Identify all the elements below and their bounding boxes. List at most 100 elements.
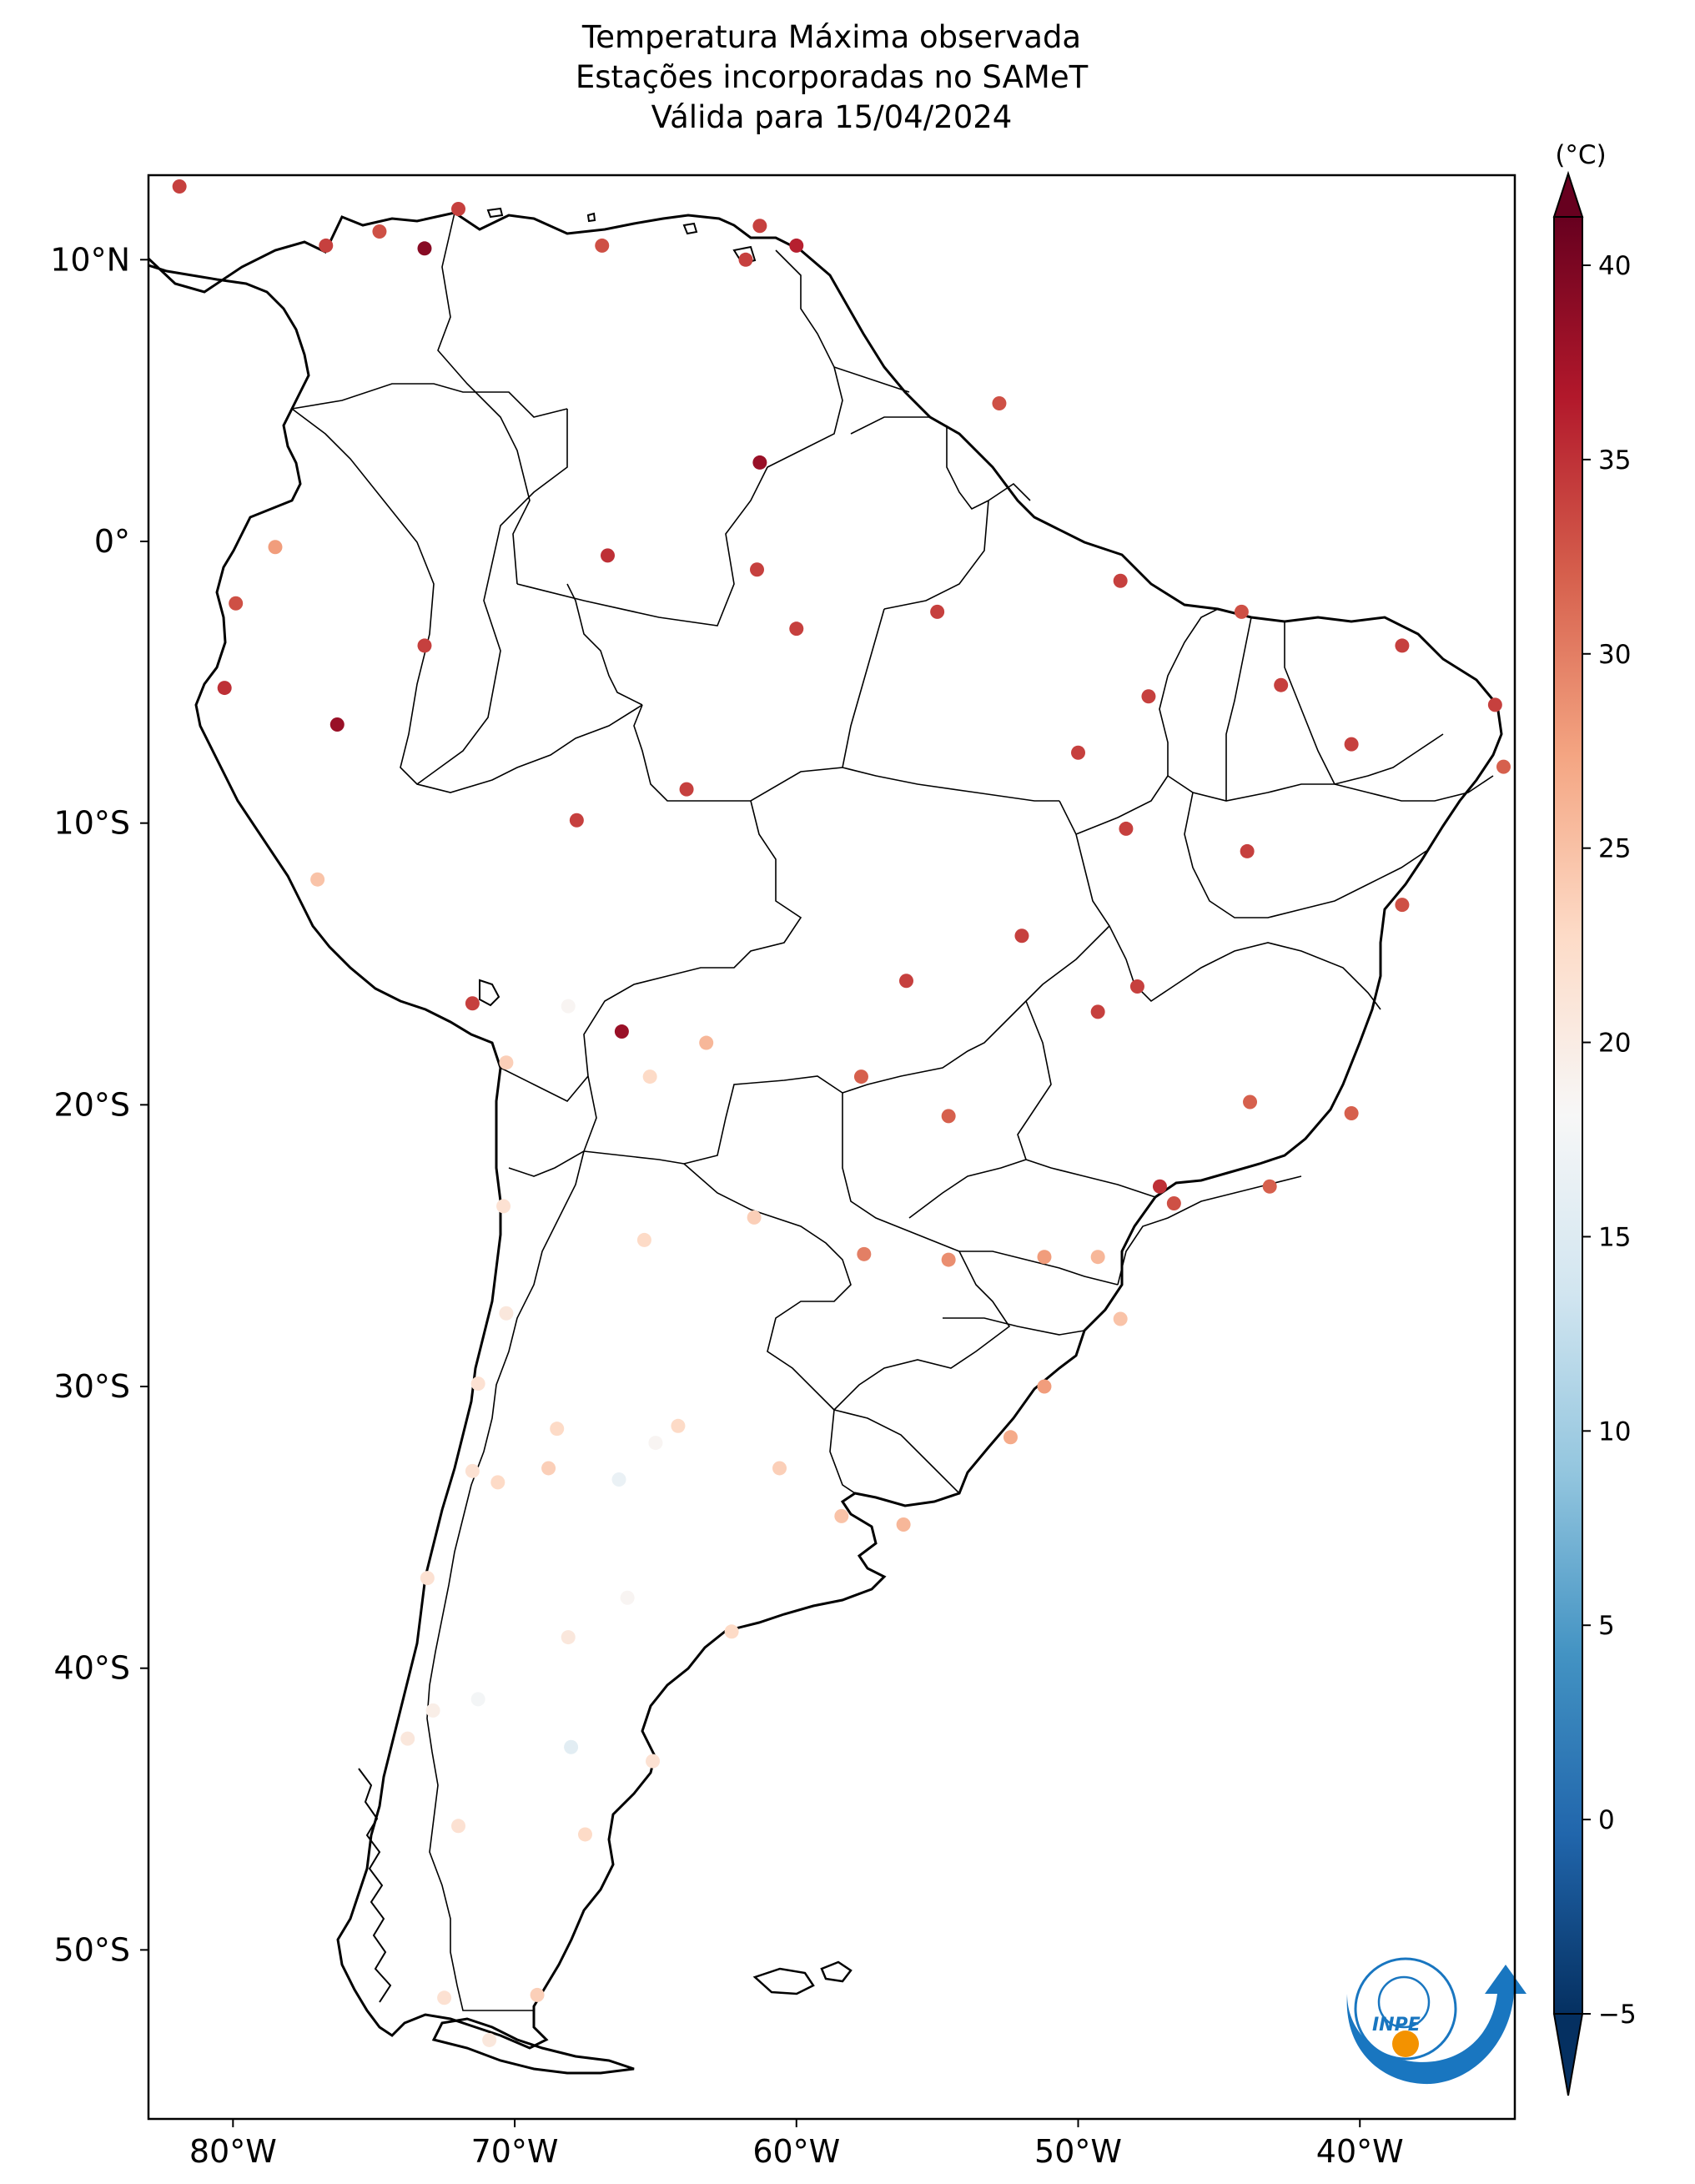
station-marker bbox=[747, 1210, 762, 1225]
longitude-tick-label: 80°W bbox=[189, 2133, 277, 2170]
station-marker bbox=[671, 1418, 686, 1433]
station-marker bbox=[620, 1590, 635, 1605]
station-marker bbox=[451, 202, 466, 217]
station-marker bbox=[853, 1069, 868, 1084]
station-marker bbox=[679, 782, 694, 797]
station-marker bbox=[530, 1987, 545, 2002]
station-marker bbox=[601, 548, 616, 563]
station-marker bbox=[329, 717, 345, 732]
station-marker bbox=[898, 974, 913, 989]
station-marker bbox=[941, 1109, 956, 1124]
station-marker bbox=[425, 1703, 440, 1718]
station-marker bbox=[752, 219, 767, 234]
station-marker bbox=[561, 1630, 576, 1645]
colorbar-tick-label: −5 bbox=[1598, 2000, 1637, 2030]
station-marker bbox=[372, 224, 387, 239]
station-marker bbox=[400, 1731, 415, 1746]
colorbar-ticks: 40 35 30 25 20 15 10 5 0 −5 bbox=[1582, 251, 1637, 2030]
station-marker bbox=[1395, 638, 1410, 653]
station-marker bbox=[451, 1819, 466, 1834]
latitude-tick-label: 40°S bbox=[54, 1650, 130, 1687]
station-marker bbox=[1234, 604, 1249, 619]
longitude-ticks: 80°W 70°W 60°W 50°W 40°W bbox=[189, 2119, 1404, 2170]
station-marker bbox=[595, 238, 610, 253]
station-marker bbox=[1240, 843, 1255, 858]
colorbar-unit-label: (°C) bbox=[1555, 140, 1606, 170]
station-marker bbox=[1496, 759, 1511, 774]
inpe-logo-inner-ring bbox=[1377, 1975, 1431, 2029]
station-marker bbox=[1262, 1179, 1277, 1194]
colorbar-min-extension bbox=[1552, 2013, 1584, 2096]
station-marker bbox=[499, 1306, 514, 1321]
lake-titicaca bbox=[479, 979, 500, 1007]
station-marker bbox=[941, 1252, 956, 1267]
colorbar-tick-label: 25 bbox=[1598, 834, 1631, 864]
station-marker bbox=[1141, 689, 1156, 704]
colorbar-tick-label: 35 bbox=[1598, 445, 1631, 476]
station-marker bbox=[420, 1571, 435, 1586]
station-marker bbox=[465, 996, 480, 1011]
station-marker bbox=[499, 1055, 514, 1070]
station-marker bbox=[1395, 898, 1410, 913]
station-marker bbox=[1119, 821, 1134, 836]
colorbar-tick-label: 10 bbox=[1598, 1417, 1631, 1447]
station-marker bbox=[564, 1739, 579, 1754]
station-marker bbox=[470, 1692, 485, 1707]
station-marker bbox=[724, 1624, 739, 1639]
latitude-tick-label: 30°S bbox=[54, 1368, 130, 1405]
station-marker bbox=[1344, 1105, 1359, 1120]
station-marker bbox=[614, 1024, 629, 1039]
station-marker bbox=[569, 813, 584, 828]
latitude-tick-label: 0° bbox=[94, 523, 130, 560]
falkland-islands-coastline bbox=[752, 1960, 853, 1995]
latitude-tick-label: 10°N bbox=[50, 241, 130, 278]
station-markers bbox=[172, 179, 1511, 2047]
station-marker bbox=[834, 1508, 849, 1523]
longitude-tick-label: 50°W bbox=[1034, 2133, 1122, 2170]
station-marker bbox=[896, 1517, 911, 1532]
station-marker bbox=[1113, 1311, 1128, 1326]
station-marker bbox=[752, 455, 767, 470]
colorbar-max-extension bbox=[1552, 170, 1584, 218]
inpe-logo-text: INPE bbox=[1372, 2015, 1421, 2036]
colorbar-gradient bbox=[1553, 216, 1583, 2015]
inpe-logo-swoosh bbox=[1346, 1965, 1527, 2085]
colorbar-tick-label: 40 bbox=[1598, 251, 1631, 281]
station-marker bbox=[319, 238, 334, 253]
inpe-logo-ring bbox=[1354, 1957, 1457, 2061]
station-marker bbox=[550, 1422, 565, 1437]
station-marker bbox=[217, 681, 232, 696]
station-marker bbox=[772, 1461, 787, 1476]
map-title-line-2: Estações incorporadas no SAMeT bbox=[575, 59, 1089, 95]
chile-fjords bbox=[358, 1768, 392, 2003]
colorbar-tick-label: 15 bbox=[1598, 1222, 1631, 1252]
station-marker bbox=[738, 252, 753, 267]
longitude-tick-label: 60°W bbox=[752, 2133, 840, 2170]
inpe-logo: INPE bbox=[1346, 1957, 1527, 2085]
station-marker bbox=[1037, 1379, 1052, 1394]
station-marker bbox=[1166, 1196, 1181, 1211]
inpe-logo-sun bbox=[1392, 2031, 1419, 2057]
country-borders bbox=[291, 212, 1494, 2011]
latitude-tick-label: 20°S bbox=[54, 1086, 130, 1123]
station-marker bbox=[482, 2032, 497, 2047]
south-america-coastline bbox=[148, 211, 1503, 2050]
colorbar-tick-label: 5 bbox=[1598, 1611, 1615, 1641]
map-frame-background bbox=[148, 175, 1515, 2119]
station-marker bbox=[750, 562, 765, 577]
map-title-line-3: Válida para 15/04/2024 bbox=[651, 99, 1013, 135]
station-marker bbox=[636, 1232, 651, 1247]
map-title-line-1: Temperatura Máxima observada bbox=[581, 19, 1082, 55]
station-marker bbox=[1243, 1095, 1258, 1110]
station-marker bbox=[992, 396, 1007, 411]
longitude-tick-label: 70°W bbox=[471, 2133, 559, 2170]
station-marker bbox=[1090, 1250, 1105, 1265]
station-marker bbox=[561, 999, 576, 1014]
station-marker bbox=[541, 1461, 556, 1476]
station-marker bbox=[1344, 737, 1359, 752]
station-marker bbox=[611, 1472, 626, 1487]
latitude-tick-label: 50°S bbox=[54, 1931, 130, 1968]
station-marker bbox=[490, 1475, 505, 1490]
station-marker bbox=[465, 1463, 480, 1478]
